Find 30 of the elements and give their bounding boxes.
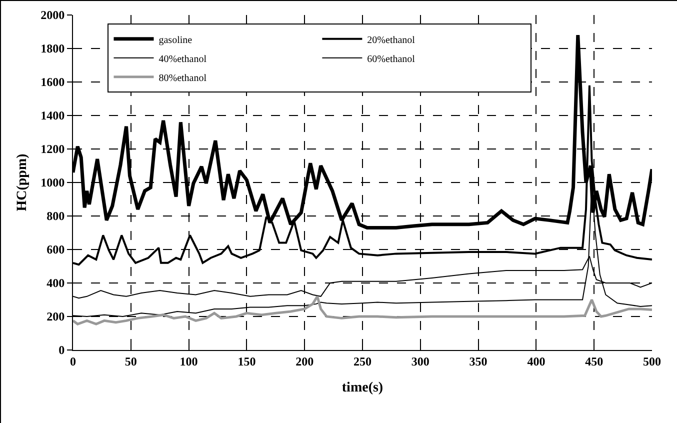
legend-label: 60%ethanol bbox=[367, 54, 416, 65]
legend-label: 20%ethanol bbox=[367, 34, 416, 46]
x-axis-title: time(s) bbox=[342, 380, 384, 396]
x-tick-label: 500 bbox=[643, 354, 661, 368]
y-tick-label: 800 bbox=[46, 209, 65, 224]
y-tick-label: 1200 bbox=[40, 142, 65, 156]
legend-label: 40%ethanol bbox=[158, 54, 207, 65]
y-axis-title: HC(ppm) bbox=[15, 153, 30, 212]
x-tick-label: 250 bbox=[354, 354, 372, 368]
x-tick-label: 200 bbox=[296, 354, 314, 368]
x-tick-label: 300 bbox=[411, 354, 430, 368]
x-tick-label: 150 bbox=[238, 354, 256, 368]
y-tick-label: 1000 bbox=[40, 176, 65, 190]
y-tick-label: 200 bbox=[46, 310, 65, 324]
y-tick-label: 2000 bbox=[40, 8, 65, 22]
legend-label: gasoline bbox=[158, 34, 193, 46]
y-tick-label: 1400 bbox=[40, 108, 65, 123]
x-tick-label: 350 bbox=[469, 354, 488, 368]
x-tick-label: 50 bbox=[124, 354, 137, 368]
y-tick-label: 1600 bbox=[40, 75, 65, 90]
x-tick-label: 450 bbox=[585, 354, 604, 368]
y-tick-label: 600 bbox=[46, 242, 65, 257]
x-tick-label: 400 bbox=[527, 354, 546, 368]
y-tick-label: 400 bbox=[46, 276, 65, 290]
legend-label: 80%ethanol bbox=[158, 72, 207, 84]
x-tick-label: 0 bbox=[70, 354, 76, 368]
y-tick-label: 1800 bbox=[40, 42, 65, 56]
x-tick-label: 100 bbox=[180, 354, 198, 368]
line-series bbox=[73, 295, 652, 326]
y-tick-label: 0 bbox=[58, 343, 65, 358]
